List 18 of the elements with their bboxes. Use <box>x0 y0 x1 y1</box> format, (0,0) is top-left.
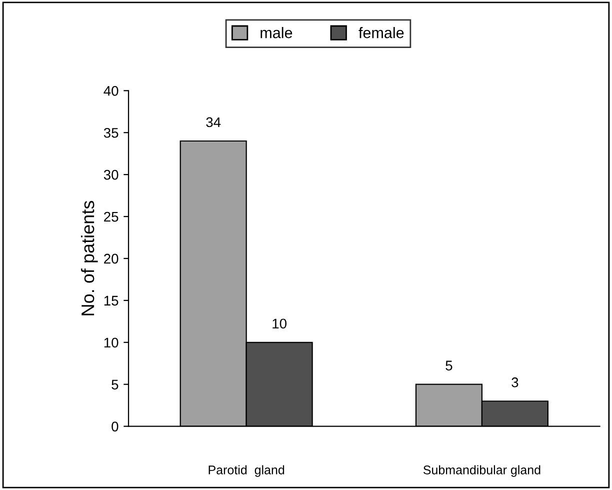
legend-label: male <box>260 27 292 38</box>
x-tick-label: Parotid gland <box>208 465 284 477</box>
y-tick-label: 15 <box>104 296 118 306</box>
y-tick-label: 5 <box>112 380 118 390</box>
y-tick-label: 10 <box>104 338 118 348</box>
y-tick-label: 30 <box>104 170 118 180</box>
data-label: 5 <box>446 360 452 370</box>
data-label: 10 <box>272 318 286 329</box>
y-tick-label: 35 <box>104 128 118 138</box>
y-tick-label: 20 <box>104 254 118 264</box>
data-label: 3 <box>512 377 518 388</box>
y-tick-label: 25 <box>104 212 118 222</box>
x-tick-label: Submandibular gland <box>423 465 540 477</box>
data-label: 34 <box>206 117 221 128</box>
y-axis-title: No. of patients <box>80 200 98 316</box>
y-tick-label: 0 <box>112 422 118 432</box>
y-tick-label: 40 <box>104 86 118 96</box>
legend-label: female <box>358 27 404 38</box>
